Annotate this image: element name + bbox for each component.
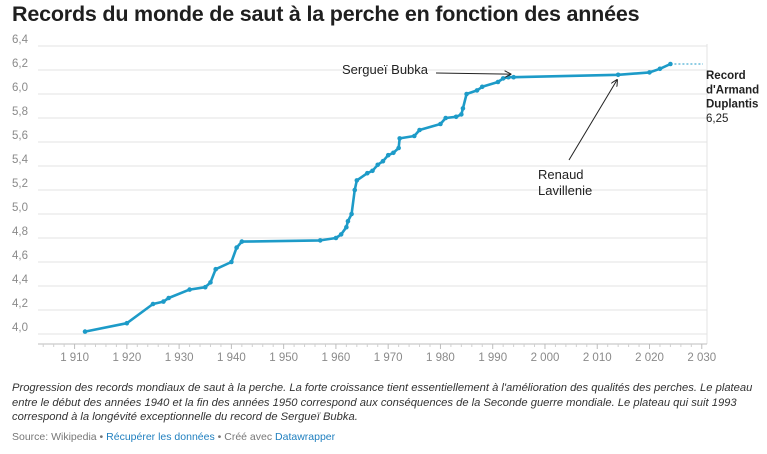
data-point <box>161 299 166 304</box>
y-tick-label: 4,2 <box>12 298 28 310</box>
data-point <box>234 245 239 250</box>
separator: • <box>214 431 225 443</box>
data-point <box>391 150 396 156</box>
y-tick-label: 4,8 <box>12 226 28 238</box>
x-tick-label: 2 010 <box>583 352 612 364</box>
data-point <box>479 84 485 90</box>
y-tick-label: 5,0 <box>12 202 28 214</box>
annotation-bubka: Sergueï Bubka <box>342 62 429 77</box>
x-tick-label: 1 920 <box>112 352 141 364</box>
x-axis: 1 910 1 920 1 930 1 940 1 950 1 960 1 970 1 980… <box>42 344 716 364</box>
data-point <box>459 112 464 117</box>
data-point <box>464 91 469 97</box>
pole-vault-records-chart: 4,04,24,44,64,85,05,25,45,65,86,06,26,4 … <box>12 34 759 364</box>
arrow-bubka <box>435 73 511 74</box>
data-point <box>345 218 351 224</box>
download-data-link[interactable]: Récupérer les données <box>106 431 215 443</box>
x-tick-label: 1 940 <box>217 352 246 364</box>
data-point <box>82 329 88 334</box>
data-point <box>385 152 391 158</box>
annotation-duplantis-line: d'Armand <box>706 84 759 96</box>
y-tick-label: 5,8 <box>12 106 28 118</box>
data-point <box>364 170 370 176</box>
data-point <box>615 72 621 78</box>
source-text: Source: Wikipedia <box>12 431 97 443</box>
x-tick-label: 1 960 <box>322 352 351 364</box>
data-point <box>453 114 459 120</box>
x-tick-label: 1 980 <box>426 352 455 364</box>
data-point <box>396 145 401 151</box>
x-tick-label: 1 910 <box>60 352 89 364</box>
data-point <box>202 284 208 290</box>
data-point <box>668 61 673 67</box>
data-point <box>124 320 130 326</box>
data-point <box>349 211 354 217</box>
series-line <box>83 62 672 333</box>
data-point <box>460 106 466 111</box>
data-point <box>443 115 448 121</box>
chart-title: Records du monde de saut à la perche en … <box>12 2 640 26</box>
data-point <box>495 79 501 85</box>
y-axis: 4,0 4,2 4,4 4,6 4,8 5,0 5,2 5,4 5,6 5,8 6,0 6,2 6,4 <box>12 34 29 334</box>
data-point <box>370 168 375 174</box>
data-point <box>333 235 339 241</box>
y-tick-label: 5,2 <box>12 178 28 190</box>
data-point <box>657 66 663 72</box>
series-records <box>82 61 673 334</box>
data-point <box>352 187 358 193</box>
data-point <box>474 88 480 93</box>
data-point <box>438 121 443 127</box>
data-point <box>375 162 381 168</box>
data-point <box>187 287 192 292</box>
y-tick-label: 5,4 <box>12 154 29 166</box>
annotation-lavillenie-line: Lavillenie <box>538 183 592 198</box>
chart-footer: Source: Wikipedia • Récupérer les donnée… <box>12 431 335 443</box>
separator: • <box>96 431 107 443</box>
data-point <box>417 127 422 133</box>
x-tick-label: 2 020 <box>635 352 664 364</box>
y-tick-label: 6,2 <box>12 58 28 70</box>
x-tick-label: 2 000 <box>531 352 560 364</box>
y-tick-label: 6,0 <box>12 82 28 94</box>
data-point <box>317 238 323 243</box>
data-point <box>213 266 219 272</box>
data-point <box>208 280 213 285</box>
annotation-duplantis-value: 6,25 <box>706 113 728 125</box>
data-point <box>229 259 234 265</box>
datawrapper-link[interactable]: Datawrapper <box>275 431 336 443</box>
data-point <box>506 74 511 80</box>
data-point <box>338 232 344 237</box>
data-point <box>647 70 652 75</box>
created-with-text: Créé avec <box>224 431 273 443</box>
annotation-duplantis-line: Duplantis <box>706 99 758 111</box>
y-tick-label: 4,0 <box>12 322 28 334</box>
x-tick-label: 1 990 <box>478 352 507 364</box>
data-point <box>239 239 245 244</box>
data-point <box>500 76 506 81</box>
y-tick-label: 6,4 <box>12 34 29 46</box>
data-point <box>344 224 349 230</box>
x-tick-label: 1 930 <box>165 352 194 364</box>
y-tick-label: 4,4 <box>12 274 29 286</box>
x-tick-label: 1 950 <box>269 352 298 364</box>
annotation-duplantis-line: Record <box>706 70 746 82</box>
annotation-lavillenie-line: Renaud <box>538 167 584 182</box>
x-tick-label: 2 030 <box>687 352 716 364</box>
data-point <box>150 301 156 307</box>
data-point <box>412 133 417 139</box>
data-point <box>166 295 171 301</box>
data-point <box>380 158 386 164</box>
data-point <box>354 178 360 183</box>
x-tick-label: 1 970 <box>374 352 403 364</box>
arrow-lavillenie <box>568 80 617 161</box>
y-tick-label: 5,6 <box>12 130 28 142</box>
data-point <box>511 74 516 80</box>
chart-description: Progression des records mondiaux de saut… <box>12 382 753 423</box>
grid <box>38 44 708 345</box>
data-point <box>397 136 402 141</box>
y-tick-label: 4,6 <box>12 250 28 262</box>
